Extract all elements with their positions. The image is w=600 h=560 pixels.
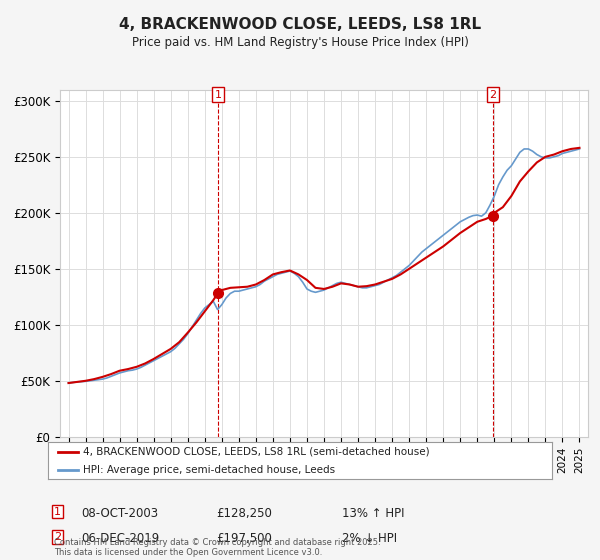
Text: £197,500: £197,500 — [216, 532, 272, 545]
Text: 06-DEC-2019: 06-DEC-2019 — [81, 532, 159, 545]
Text: 2% ↓ HPI: 2% ↓ HPI — [342, 532, 397, 545]
Text: 4, BRACKENWOOD CLOSE, LEEDS, LS8 1RL: 4, BRACKENWOOD CLOSE, LEEDS, LS8 1RL — [119, 17, 481, 32]
Text: 1: 1 — [214, 90, 221, 100]
Text: 08-OCT-2003: 08-OCT-2003 — [81, 507, 158, 520]
Text: 4, BRACKENWOOD CLOSE, LEEDS, LS8 1RL (semi-detached house): 4, BRACKENWOOD CLOSE, LEEDS, LS8 1RL (se… — [83, 446, 430, 456]
Text: 2: 2 — [490, 90, 497, 100]
Text: 13% ↑ HPI: 13% ↑ HPI — [342, 507, 404, 520]
Text: Contains HM Land Registry data © Crown copyright and database right 2025.
This d: Contains HM Land Registry data © Crown c… — [54, 538, 380, 557]
Text: 2: 2 — [54, 532, 61, 542]
Text: HPI: Average price, semi-detached house, Leeds: HPI: Average price, semi-detached house,… — [83, 465, 335, 475]
Text: Price paid vs. HM Land Registry's House Price Index (HPI): Price paid vs. HM Land Registry's House … — [131, 36, 469, 49]
Text: £128,250: £128,250 — [216, 507, 272, 520]
Text: 1: 1 — [54, 507, 61, 517]
